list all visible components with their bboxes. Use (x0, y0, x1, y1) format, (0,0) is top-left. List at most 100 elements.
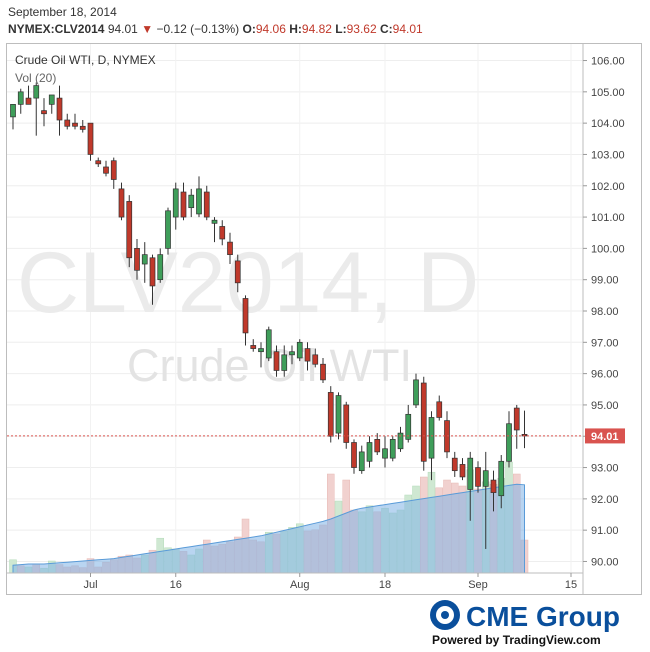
candle (506, 411, 512, 468)
open-value: 94.06 (255, 22, 286, 36)
candle-body (436, 401, 443, 418)
candle-body (366, 442, 373, 462)
candle (258, 342, 264, 368)
time-tick-label: 18 (379, 579, 391, 591)
price-tick-label: 98.00 (591, 306, 619, 318)
candle-body (475, 467, 481, 487)
candle-body (327, 392, 334, 437)
candle-body (289, 351, 295, 356)
candle-body (304, 348, 311, 362)
price-tick-label: 104.00 (591, 118, 625, 130)
quote-summary: NYMEX:CLV2014 94.01 ▼ −0.12 (−0.13%) O:9… (8, 22, 423, 36)
candle (118, 182, 125, 221)
candle (10, 104, 16, 130)
candle (134, 238, 140, 280)
candle-body (296, 341, 303, 359)
candle-body (172, 188, 179, 218)
candle (141, 242, 148, 283)
last-price: 94.01 (107, 22, 138, 36)
candle (428, 411, 435, 481)
last-price-badge-text: 94.01 (591, 431, 619, 443)
legend-volume: Vol (20) (15, 71, 56, 85)
candle-body (250, 345, 257, 349)
candle (219, 220, 226, 246)
candle (351, 439, 357, 474)
candle-body (482, 470, 489, 487)
candle-body (281, 354, 288, 371)
candle (87, 122, 94, 161)
candle (234, 254, 241, 293)
candle-body (149, 257, 156, 287)
candle-body (234, 260, 241, 284)
candle (327, 386, 334, 443)
candle (498, 455, 505, 509)
candle-body (498, 460, 505, 497)
candle-body (33, 85, 40, 99)
price-tick-label: 106.00 (591, 56, 625, 68)
price-change: −0.12 (−0.13%) (156, 22, 240, 36)
cme-group-brand: CME Group (466, 601, 620, 632)
time-tick-label: Sep (468, 579, 488, 591)
price-tick-label: 93.00 (591, 463, 619, 475)
candle (265, 326, 272, 362)
candle (451, 451, 458, 477)
chart-date: September 18, 2014 (8, 5, 117, 19)
candle (312, 348, 319, 368)
candle (188, 188, 195, 218)
candle-body (382, 448, 388, 459)
candle (227, 232, 233, 265)
candle (490, 470, 497, 512)
candle-body (420, 382, 427, 462)
candle (304, 342, 311, 371)
candle-body (165, 210, 171, 249)
candle (48, 94, 55, 114)
candle-body (141, 254, 148, 265)
candle-body (126, 201, 133, 259)
candle (273, 345, 280, 377)
high-value: 94.82 (301, 22, 332, 36)
candlestick-chart[interactable]: CLV2014, D Crude Oil WTI 106.00105.00104… (7, 44, 641, 594)
candle-body (25, 97, 32, 105)
candle-body (312, 354, 319, 365)
candle-body (17, 91, 24, 105)
low-label: L: (335, 22, 347, 36)
price-tick-label: 105.00 (591, 87, 625, 99)
candle-body (79, 125, 86, 130)
candle (436, 395, 443, 421)
legend-title: Crude Oil WTI, D, NYMEX (15, 53, 156, 67)
candle-body (389, 439, 396, 459)
candle (281, 345, 288, 377)
candle-body (335, 395, 342, 434)
candle (459, 458, 466, 481)
candle (149, 254, 156, 305)
candle-body (273, 351, 280, 371)
candle (296, 339, 303, 362)
candle-body (343, 404, 350, 443)
time-axis: Jul 16 Aug 18 Sep 15 (83, 573, 577, 591)
candle-body (219, 226, 226, 240)
candle (374, 433, 381, 456)
candle-body (188, 194, 195, 209)
candle (79, 120, 86, 133)
time-tick-label: 15 (565, 579, 577, 591)
low-value: 93.62 (346, 22, 377, 36)
price-tick-label: 99.00 (591, 275, 619, 287)
price-tick-label: 91.00 (591, 525, 619, 537)
candle-body (265, 329, 272, 359)
candle-body (72, 122, 78, 127)
price-tick-label: 102.00 (591, 181, 625, 193)
last-price-badge: 94.01 (585, 428, 625, 444)
open-label: O: (242, 22, 256, 36)
candle-body (203, 191, 210, 218)
candle-body (95, 160, 102, 165)
candle-body (41, 110, 47, 115)
candle (413, 373, 419, 409)
candle-body (134, 248, 140, 271)
candle (405, 404, 412, 443)
candle (33, 82, 40, 136)
candle (397, 426, 404, 452)
price-tick-label: 95.00 (591, 400, 619, 412)
candle-body (118, 188, 125, 218)
candle (25, 85, 32, 105)
powered-by-tradingview: Powered by TradingView.com (432, 633, 601, 647)
